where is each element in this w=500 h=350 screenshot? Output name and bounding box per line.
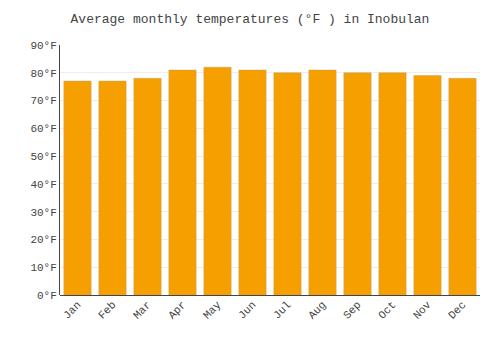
svg-text:Apr: Apr (166, 299, 188, 321)
svg-text:Jun: Jun (236, 299, 258, 321)
svg-text:Average monthly temperatures (: Average monthly temperatures (°F ) in In… (71, 12, 430, 27)
svg-text:Feb: Feb (96, 299, 118, 321)
svg-text:Jul: Jul (271, 299, 293, 321)
svg-text:10°F: 10°F (30, 262, 56, 274)
svg-text:30°F: 30°F (30, 207, 56, 219)
svg-text:40°F: 40°F (30, 179, 56, 191)
svg-text:0°F: 0°F (37, 290, 57, 302)
svg-text:Dec: Dec (446, 299, 468, 321)
svg-text:Oct: Oct (376, 299, 398, 321)
svg-text:May: May (201, 299, 224, 322)
svg-text:Aug: Aug (306, 299, 328, 321)
svg-text:80°F: 80°F (30, 68, 56, 80)
svg-text:70°F: 70°F (30, 95, 56, 107)
svg-text:Nov: Nov (411, 299, 434, 322)
svg-text:90°F: 90°F (30, 40, 56, 52)
svg-text:50°F: 50°F (30, 151, 56, 163)
svg-text:Jan: Jan (61, 299, 83, 321)
svg-text:20°F: 20°F (30, 234, 56, 246)
svg-text:60°F: 60°F (30, 123, 56, 135)
svg-text:Mar: Mar (131, 299, 153, 321)
svg-text:Sep: Sep (341, 299, 363, 321)
